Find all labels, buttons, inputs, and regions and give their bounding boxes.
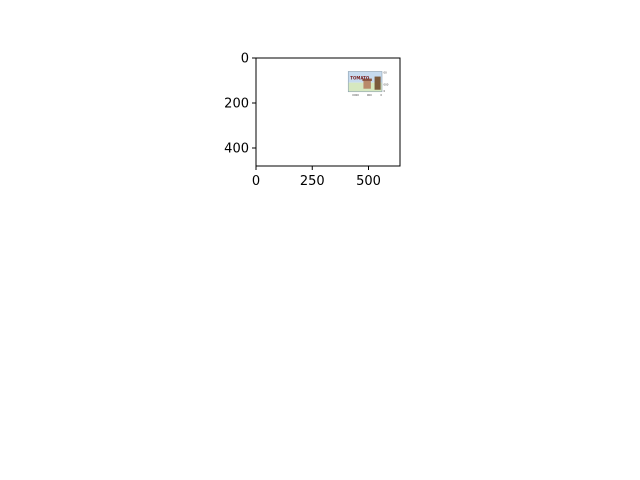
y-tick-label: 200 <box>224 97 249 112</box>
x-tick-label: 250 <box>300 174 325 189</box>
image-house <box>363 80 371 89</box>
plotted-image: TOMATO 0000 000 0 00 000 0 <box>347 71 389 97</box>
x-axis-ticks: 0 250 500 <box>252 166 381 189</box>
image-title-text: TOMATO <box>350 76 370 81</box>
image-roof <box>362 78 372 82</box>
image-side-label-0: 00 <box>384 71 388 75</box>
image-sky <box>348 71 382 83</box>
image-x-label-1: 000 <box>367 93 372 97</box>
x-tick-label: 0 <box>252 174 260 189</box>
image-x-label-0: 0000 <box>352 93 359 97</box>
image-tree <box>374 76 381 90</box>
image-side-label-2: 0 <box>384 89 386 93</box>
y-tick-label: 400 <box>224 142 249 157</box>
axes-border <box>255 57 401 167</box>
image-side-label-1: 000 <box>384 83 389 87</box>
image-x-label-2: 0 <box>380 93 382 97</box>
image-frame <box>347 71 383 93</box>
x-tick-label: 500 <box>356 174 381 189</box>
y-axis-ticks: 0 200 400 <box>224 52 256 157</box>
y-tick-label: 0 <box>241 52 249 67</box>
axes: TOMATO 0000 000 0 00 000 0 0 250 500 0 200 4… <box>224 52 401 189</box>
